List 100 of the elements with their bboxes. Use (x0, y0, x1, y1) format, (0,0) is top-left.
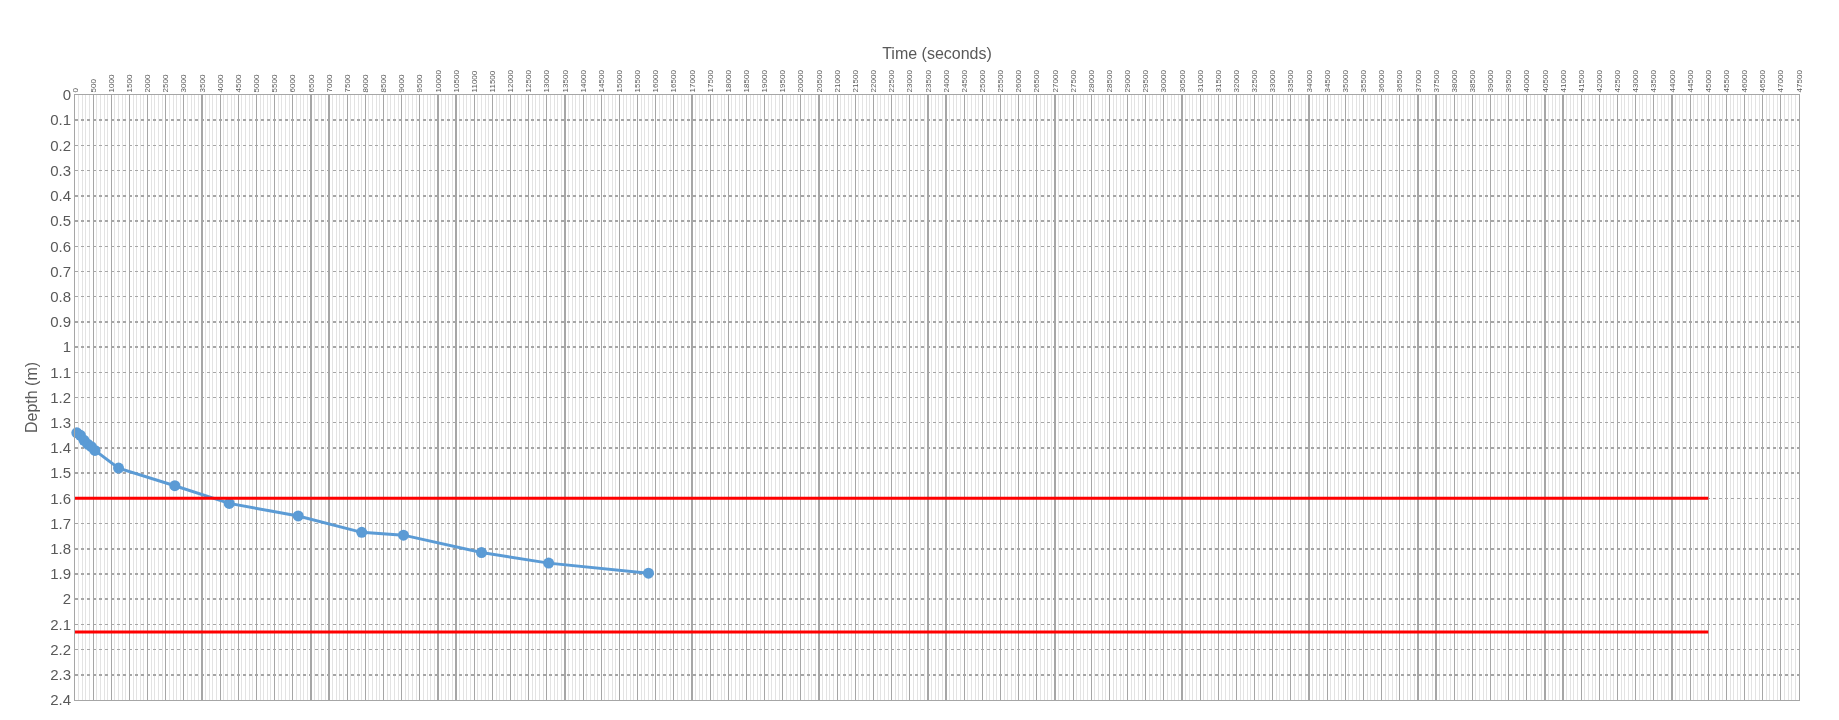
x-tick-label: 31500 (1213, 69, 1223, 93)
x-tick-label: 36500 (1395, 69, 1405, 93)
x-tick-label: 4500 (233, 74, 243, 93)
x-tick-label: 44500 (1685, 69, 1695, 93)
x-tick-label: 14500 (596, 69, 606, 93)
x-tick-label: 40000 (1522, 69, 1532, 93)
x-tick-label: 12000 (506, 69, 516, 93)
x-tick-label: 38000 (1449, 69, 1459, 93)
x-tick-label: 20000 (796, 69, 806, 93)
x-tick-label: 45500 (1722, 69, 1732, 93)
x-tick-label: 33500 (1286, 69, 1296, 93)
x-tick-label: 32000 (1232, 69, 1242, 93)
y-tick-label: 2.3 (50, 666, 71, 684)
y-tick-label: 1.7 (50, 514, 71, 532)
x-tick-label: 36000 (1377, 69, 1387, 93)
x-tick-label: 10000 (433, 69, 443, 93)
x-tick-label: 3500 (197, 74, 207, 93)
x-tick-label: 15500 (633, 69, 643, 93)
x-tick-label: 45000 (1703, 69, 1713, 93)
x-tick-label: 34000 (1304, 69, 1314, 93)
y-tick-label: 0.5 (50, 212, 71, 230)
point (292, 510, 304, 522)
point (397, 529, 409, 541)
x-tick-label: 41500 (1576, 69, 1586, 93)
x-tick-label: 29500 (1141, 69, 1151, 93)
x-tick-label: 500 (88, 78, 98, 93)
x-tick-label: 40500 (1540, 69, 1550, 93)
x-tick-label: 1000 (106, 74, 116, 93)
x-tick-label: 18500 (742, 69, 752, 93)
x-tick-label: 19000 (760, 69, 770, 93)
x-tick-label: 37500 (1431, 69, 1441, 93)
x-tick-label: 43000 (1631, 69, 1641, 93)
x-tick-label: 23500 (923, 69, 933, 93)
x-tick-label: 22000 (869, 69, 879, 93)
x-tick-label: 24500 (959, 69, 969, 93)
y-tick-label: 2.4 (50, 691, 71, 709)
x-tick-label: 9500 (415, 74, 425, 93)
x-tick-label: 22500 (887, 69, 897, 93)
x-tick-label: 39500 (1504, 69, 1514, 93)
x-tick-label: 42000 (1594, 69, 1604, 93)
x-tick-label: 30500 (1177, 69, 1187, 93)
y-tick-label: 1.1 (50, 363, 71, 381)
x-tick-label: 33000 (1268, 69, 1278, 93)
y-tick-label: 1.4 (50, 439, 71, 457)
point (642, 567, 654, 579)
y-tick-label: 1.2 (50, 388, 71, 406)
x-tick-label: 14000 (578, 69, 588, 93)
x-tick-label: 7000 (324, 74, 334, 93)
y-tick-label: 0.8 (50, 287, 71, 305)
x-tick-label: 16500 (669, 69, 679, 93)
x-tick-label: 3000 (179, 74, 189, 93)
x-tick-label: 7500 (342, 74, 352, 93)
x-tick-label: 12500 (524, 69, 534, 93)
y-tick-label: 2 (62, 590, 71, 608)
x-tick-label: 8500 (379, 74, 389, 93)
point (89, 444, 101, 456)
x-tick-label: 46000 (1740, 69, 1750, 93)
x-tick-label: 29000 (1123, 69, 1133, 93)
x-tick-label: 18000 (723, 69, 733, 93)
point (356, 526, 368, 538)
y-tick-label: 1.8 (50, 540, 71, 557)
x-tick-label: 13000 (542, 69, 552, 93)
x-tick-label: 31000 (1195, 69, 1205, 93)
x-tick-label: 11500 (487, 70, 497, 93)
x-tick-label: 6000 (288, 74, 298, 93)
y-tick-label: 0.1 (50, 111, 71, 129)
y-tick-label: 1.3 (50, 413, 71, 431)
x-tick-label: 17000 (687, 69, 697, 93)
x-tick-label: 34500 (1322, 69, 1332, 93)
x-tick-label: 8000 (360, 74, 370, 93)
x-tick-label: 35000 (1340, 69, 1350, 93)
x-axis-title: Time (seconds) (882, 44, 992, 62)
y-tick-label: 0.7 (50, 262, 71, 280)
x-tick-label: 28000 (1086, 69, 1096, 93)
x-tick-label: 15000 (615, 69, 625, 93)
x-tick-label: 21500 (850, 69, 860, 93)
x-tick-label: 47500 (1794, 69, 1804, 93)
x-tick-label: 0 (70, 87, 80, 93)
x-tick-label: 4000 (215, 74, 225, 93)
x-tick-label: 23000 (905, 69, 915, 93)
y-tick-label: 1.5 (50, 464, 71, 482)
x-tick-label: 5500 (270, 74, 280, 93)
x-tick-label: 25000 (977, 69, 987, 93)
y-tick-label: 0.9 (50, 313, 71, 331)
point (543, 557, 555, 569)
x-tick-label: 27000 (1050, 69, 1060, 93)
point (169, 480, 181, 492)
x-tick-label: 39000 (1486, 69, 1496, 93)
x-tick-label: 9000 (397, 74, 407, 93)
x-tick-label: 47000 (1776, 69, 1786, 93)
x-tick-label: 1500 (125, 74, 135, 93)
point (113, 462, 125, 474)
x-tick-label: 28500 (1105, 69, 1114, 93)
x-tick-label: 20500 (814, 69, 824, 93)
y-tick-label: 1.9 (50, 565, 71, 583)
x-tick-label: 30000 (1159, 69, 1169, 93)
x-tick-label: 10500 (451, 69, 461, 93)
x-tick-label: 25500 (996, 69, 1006, 93)
x-tick-label: 32500 (1250, 69, 1260, 93)
x-tick-label: 16000 (651, 69, 661, 93)
